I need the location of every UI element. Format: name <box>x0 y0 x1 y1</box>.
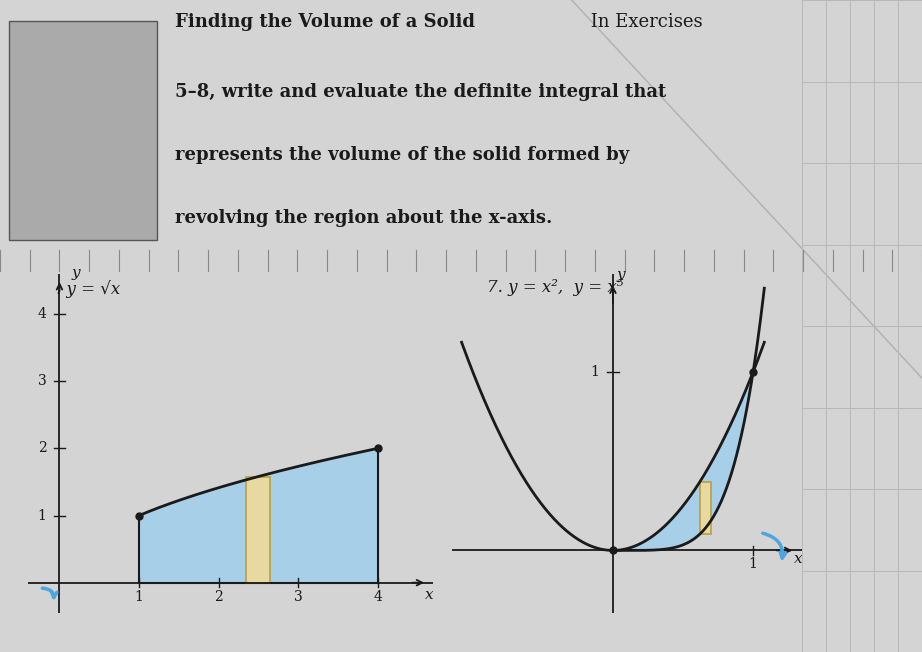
Text: 4: 4 <box>38 307 46 321</box>
Text: revolving the region about the x-axis.: revolving the region about the x-axis. <box>175 209 552 227</box>
Text: x: x <box>425 589 433 602</box>
Text: 1: 1 <box>590 365 599 379</box>
Text: 1: 1 <box>749 557 758 571</box>
Text: 1: 1 <box>135 591 144 604</box>
Text: Finding the Volume of a Solid: Finding the Volume of a Solid <box>175 13 475 31</box>
Text: 7. y = x²,  y = x⁵: 7. y = x², y = x⁵ <box>487 279 623 297</box>
Text: 2: 2 <box>38 441 46 455</box>
Text: 3: 3 <box>38 374 46 388</box>
Text: represents the volume of the solid formed by: represents the volume of the solid forme… <box>175 146 630 164</box>
Text: 4: 4 <box>373 591 382 604</box>
Text: . y = √x: . y = √x <box>55 280 120 298</box>
Text: y: y <box>71 266 79 280</box>
Bar <box>246 477 270 583</box>
Text: 5–8, write and evaluate the definite integral that: 5–8, write and evaluate the definite int… <box>175 83 667 102</box>
FancyBboxPatch shape <box>9 21 157 240</box>
Text: 1: 1 <box>38 509 46 522</box>
Text: In Exercises: In Exercises <box>585 13 703 31</box>
Text: x: x <box>794 552 802 566</box>
Text: 3: 3 <box>294 591 302 604</box>
Text: 2: 2 <box>214 591 223 604</box>
Bar <box>700 482 711 534</box>
Text: y: y <box>617 268 626 282</box>
